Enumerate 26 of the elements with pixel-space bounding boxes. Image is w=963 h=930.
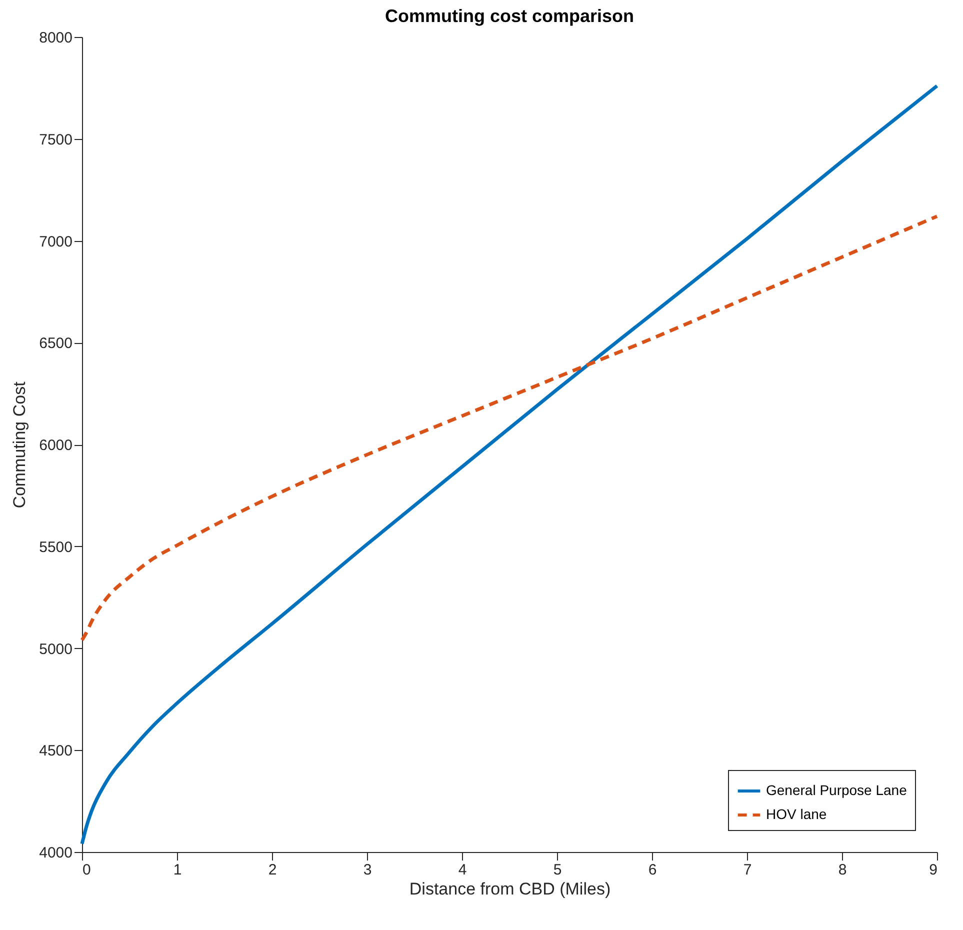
x-tick-label: 7 (743, 862, 752, 878)
x-tick-label: 5 (553, 862, 562, 878)
y-tick-label: 5000 (39, 640, 72, 658)
legend-label: General Purpose Lane (766, 782, 908, 798)
y-tick-label: 4000 (39, 844, 72, 862)
x-tick-label: 2 (268, 862, 277, 878)
y-tick-label: 6500 (39, 335, 72, 352)
x-axis-title: Distance from CBD (Miles) (409, 880, 611, 898)
y-tick-label: 7500 (39, 131, 72, 148)
y-tick-label: 8000 (39, 30, 72, 46)
x-tick-label: 3 (363, 862, 372, 878)
chart-title: Commuting cost comparison (384, 6, 634, 26)
x-tick-label: 9 (929, 862, 938, 878)
y-tick-label: 5500 (39, 538, 72, 556)
y-axis-title: Commuting Cost (10, 381, 30, 508)
x-tick-label: 6 (648, 862, 657, 878)
legend-label: HOV lane (766, 806, 827, 822)
line-series (80, 84, 939, 846)
x-tick-label: 0 (82, 862, 91, 878)
x-tick-label: 1 (173, 862, 182, 878)
y-tick-label: 7000 (39, 233, 72, 250)
y-tick-label: 6000 (39, 437, 72, 454)
x-tick-label: 8 (838, 862, 847, 878)
y-tick-label: 4500 (39, 742, 72, 760)
x-tick-label: 4 (458, 862, 467, 878)
line-series (80, 214, 939, 642)
